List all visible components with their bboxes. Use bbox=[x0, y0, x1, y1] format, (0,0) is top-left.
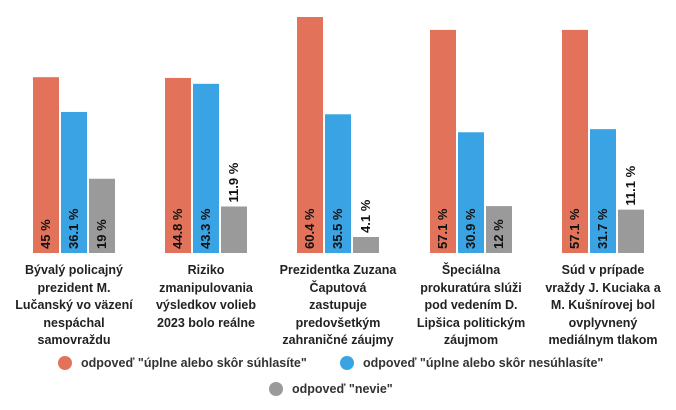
bar-dont-know bbox=[353, 236, 379, 253]
bar-dont-know bbox=[486, 206, 512, 253]
legend-item-disagree: odpoveď "úplne alebo skôr nesúhlasíte" bbox=[340, 356, 603, 370]
bar-disagree bbox=[325, 114, 351, 254]
legend-marker bbox=[269, 382, 283, 396]
bar-labels-layer: 45 % 44.8 % 60.4 % 57.1 % 57.1 % 36.1 % 43.3 %… bbox=[38, 162, 638, 249]
bar-value-label: 44.8 % bbox=[170, 208, 185, 249]
bar-value-label: 11.1 % bbox=[623, 165, 638, 205]
bar-dont-know bbox=[89, 178, 115, 253]
legend-item-agree: odpoveď "úplne alebo skôr súhlasíte" bbox=[58, 356, 307, 370]
category-label: Špeciálna prokuratúra slúži pod vedením … bbox=[416, 263, 526, 347]
legend-item-dont-know: odpoveď "nevie" bbox=[269, 382, 393, 396]
legend-label: odpoveď "úplne alebo skôr nesúhlasíte" bbox=[363, 356, 604, 370]
category-label: Bývalý policajný prezident M. Lučanský v… bbox=[15, 263, 133, 347]
bar-value-label: 30.9 % bbox=[463, 208, 478, 249]
category-label: Súd v prípade vraždy J. Kuciaka a M. Kuš… bbox=[545, 263, 661, 347]
bar-value-label: 11.9 % bbox=[226, 162, 241, 202]
bars-layer bbox=[33, 17, 644, 254]
bar-value-label: 45 % bbox=[38, 219, 53, 249]
bar-value-label: 4.1 % bbox=[358, 199, 373, 233]
bar-dont-know bbox=[221, 206, 247, 253]
bar-value-label: 36.1 % bbox=[66, 208, 81, 249]
category-label: Riziko zmanipulovania výsledkov volieb 2… bbox=[155, 263, 257, 330]
bar-agree bbox=[165, 77, 191, 253]
bar-disagree bbox=[590, 129, 616, 253]
bar-value-label: 31.7 % bbox=[595, 208, 610, 249]
bar-value-label: 57.1 % bbox=[435, 208, 450, 249]
category-label: Prezidentka Zuzana Čaputová zastupuje pr… bbox=[279, 263, 397, 347]
bar-value-label: 35.5 % bbox=[330, 208, 345, 249]
legend-marker bbox=[340, 356, 354, 370]
bar-value-label: 12 % bbox=[491, 219, 506, 249]
bar-disagree bbox=[458, 132, 484, 253]
bar-disagree bbox=[193, 83, 219, 253]
bar-agree bbox=[33, 77, 59, 254]
legend-marker bbox=[58, 356, 72, 370]
bar-value-label: 19 % bbox=[94, 219, 109, 249]
bar-value-label: 43.3 % bbox=[198, 208, 213, 249]
bar-value-label: 57.1 % bbox=[567, 208, 582, 249]
legend-label: odpoveď "úplne alebo skôr súhlasíte" bbox=[81, 356, 307, 370]
bar-agree bbox=[297, 17, 323, 253]
legend-label: odpoveď "nevie" bbox=[292, 382, 393, 396]
bar-value-label: 60.4 % bbox=[302, 208, 317, 249]
bar-agree bbox=[562, 29, 588, 253]
bar-dont-know bbox=[618, 209, 644, 253]
bar-agree bbox=[430, 29, 456, 253]
bar-disagree bbox=[61, 111, 87, 253]
